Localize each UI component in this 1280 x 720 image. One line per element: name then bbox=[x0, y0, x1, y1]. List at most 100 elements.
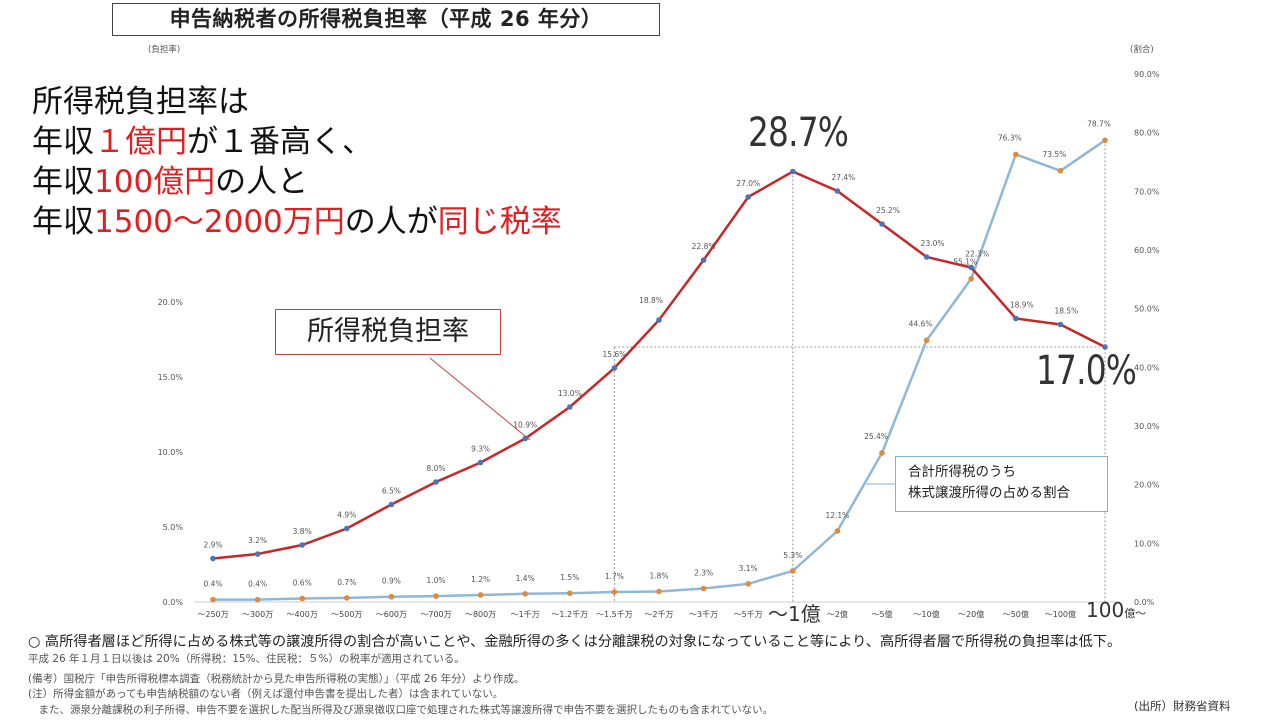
right-axis-tick-label: 90.0% bbox=[1134, 70, 1160, 79]
x-tick-label: ～100億 bbox=[1045, 609, 1076, 619]
burden-rate-point bbox=[611, 365, 618, 371]
burden-rate-point bbox=[299, 542, 306, 548]
stock-share-point bbox=[299, 595, 306, 602]
x-tick-label: ～400万 bbox=[287, 610, 318, 619]
headline-line-1: 所得税負担率は bbox=[32, 82, 562, 122]
burden-rate-point bbox=[344, 525, 350, 532]
stock-share-point bbox=[700, 585, 707, 592]
burden-rate-data-label: 3.2% bbox=[248, 536, 267, 545]
right-axis-tick-label: 80.0% bbox=[1134, 129, 1160, 138]
x-tick-label: ～2千万 bbox=[644, 609, 673, 619]
stock-share-data-label: 0.4% bbox=[248, 580, 267, 589]
headline-line-4-d: 同じ税率 bbox=[437, 204, 562, 240]
burden-callout-leader bbox=[429, 357, 531, 441]
burden-rate-point bbox=[745, 194, 751, 200]
headline-line-3-b: 100億円 bbox=[94, 164, 216, 200]
burden-rate-point bbox=[1102, 344, 1108, 350]
stock-share-point bbox=[790, 568, 796, 574]
stock-share-point bbox=[968, 275, 974, 282]
x-tick-label: ～3千万 bbox=[689, 609, 718, 619]
burden-rate-point bbox=[790, 168, 796, 175]
x-label-100oku-suffix: 億～ bbox=[1124, 607, 1147, 620]
right-axis-tick-label: 60.0% bbox=[1134, 246, 1160, 255]
headline-line-2-b: １億円 bbox=[94, 124, 187, 160]
burden-rate-point bbox=[834, 188, 841, 194]
stock-share-point bbox=[388, 593, 395, 600]
headline-line-1-text: 所得税負担率は bbox=[32, 84, 249, 120]
headline-line-4: 年収1500～2000万円の人が同じ税率 bbox=[32, 202, 562, 242]
left-axis-label: (負担率) bbox=[148, 44, 180, 55]
burden-rate-data-label: 2.9% bbox=[203, 541, 222, 550]
right-axis-tick-label: 50.0% bbox=[1134, 305, 1160, 314]
x-tick-label: ～300万 bbox=[242, 610, 273, 619]
burden-rate-callout: 所得税負担率 bbox=[275, 309, 501, 355]
stock-share-data-label: 1.8% bbox=[649, 571, 668, 580]
x-tick-label: ～250万 bbox=[197, 610, 228, 619]
x-tick-label: ～2億 bbox=[827, 609, 848, 619]
stock-share-data-label: 73.5% bbox=[1042, 150, 1066, 159]
stock-share-data-label: 25.4% bbox=[864, 432, 888, 441]
stock-share-data-label: 1.0% bbox=[426, 576, 445, 585]
note-sub-2: (備考）国税庁「申告所得税標本調査（税務統計から見た申告所得税の実態）」（平成 … bbox=[28, 673, 525, 685]
stock-share-data-label: 5.3% bbox=[783, 551, 802, 560]
stock-share-data-label: 1.4% bbox=[516, 574, 535, 583]
x-label-100oku-number: 100 bbox=[1086, 598, 1125, 622]
stock-share-data-label: 0.9% bbox=[382, 577, 401, 586]
stock-share-data-label: 1.7% bbox=[605, 572, 624, 581]
burden-rate-point bbox=[656, 317, 662, 323]
note-sub-3: (注）所得金額があっても申告納税額のない者（例えば還付申告書を提出した者）は含ま… bbox=[28, 688, 504, 700]
left-axis-tick-label: 15.0% bbox=[158, 373, 184, 382]
right-axis-tick-label: 0.0% bbox=[1134, 598, 1155, 607]
x-tick-label: ～5千万 bbox=[734, 609, 763, 619]
burden-rate-data-label: 18.8% bbox=[639, 296, 663, 305]
stock-share-callout: 合計所得税のうち 株式譲渡所得の占める割合 bbox=[895, 456, 1108, 512]
burden-rate-data-label: 23.0% bbox=[921, 239, 945, 248]
right-axis-tick-label: 20.0% bbox=[1134, 481, 1160, 490]
stock-share-point bbox=[923, 337, 930, 344]
burden-rate-data-label: 6.5% bbox=[382, 487, 401, 496]
right-axis-label: (割合) bbox=[1130, 44, 1154, 55]
stock-share-point bbox=[1102, 137, 1108, 144]
stock-share-data-label: 2.3% bbox=[694, 569, 713, 578]
right-axis-tick-label: 10.0% bbox=[1134, 539, 1160, 548]
headline-line-2-a: 年収 bbox=[32, 124, 94, 160]
headline-line-4-a: 年収 bbox=[32, 204, 94, 240]
burden-rate-point bbox=[254, 551, 261, 557]
stock-share-point bbox=[834, 528, 841, 534]
peak-value-label: 28.7% bbox=[748, 110, 849, 156]
stock-share-point bbox=[879, 450, 885, 456]
left-axis-tick-label: 20.0% bbox=[158, 298, 184, 307]
x-label-100oku: 100億～ bbox=[1086, 598, 1146, 622]
source-note: (出所）財務省資料 bbox=[1134, 699, 1231, 713]
stock-share-data-label: 1.2% bbox=[471, 575, 490, 584]
stock-share-point bbox=[611, 589, 618, 595]
right-axis-tick-label: 70.0% bbox=[1134, 187, 1160, 196]
x-tick-label: ～500万 bbox=[331, 610, 362, 619]
stock-share-data-label: 0.6% bbox=[293, 578, 312, 587]
stock-share-point bbox=[477, 592, 484, 598]
note-sub-4: また、源泉分離課税の利子所得、申告不要を選択した配当所得及び源泉徴収口座で処理さ… bbox=[28, 704, 774, 716]
headline-line-3-c: の人と bbox=[215, 164, 309, 200]
stock-share-point bbox=[745, 581, 751, 587]
stock-share-data-label: 76.3% bbox=[998, 133, 1022, 142]
x-tick-label: ～50億 bbox=[1003, 609, 1029, 619]
headline-line-3: 年収100億円の人と bbox=[32, 162, 562, 202]
note-main: ○ 高所得者層ほど所得に占める株式等の譲渡所得の割合が高いことや、金融所得の多く… bbox=[28, 634, 1122, 650]
left-axis-tick-label: 5.0% bbox=[163, 523, 184, 532]
stock-share-callout-line-1: 合計所得税のうち bbox=[908, 464, 1016, 480]
stock-share-point bbox=[656, 588, 662, 595]
chart-title: 申告納税者の所得税負担率（平成 26 年分） bbox=[112, 3, 660, 36]
note-sub-1: 平成 26 年１月１日以後は 20%（所得税：15%、住民税：５%）の税率が適用… bbox=[28, 653, 465, 665]
burden-rate-data-label: 4.9% bbox=[337, 511, 356, 520]
burden-rate-data-label: 10.9% bbox=[513, 421, 537, 430]
right-axis-tick-label: 30.0% bbox=[1134, 422, 1160, 431]
headline-line-2-c: が１番高く、 bbox=[187, 124, 373, 160]
burden-rate-data-label: 3.8% bbox=[293, 527, 312, 536]
x-tick-label: ～1.5千万 bbox=[596, 609, 633, 619]
x-tick-label: ～20億 bbox=[958, 609, 984, 619]
x-label-1oku: ～1億 bbox=[768, 602, 821, 626]
burden-rate-data-label: 15.6% bbox=[602, 350, 626, 359]
burden-rate-point bbox=[968, 264, 974, 271]
burden-rate-data-label: 18.9% bbox=[1010, 301, 1034, 310]
burden-rate-data-label: 9.3% bbox=[471, 445, 490, 454]
